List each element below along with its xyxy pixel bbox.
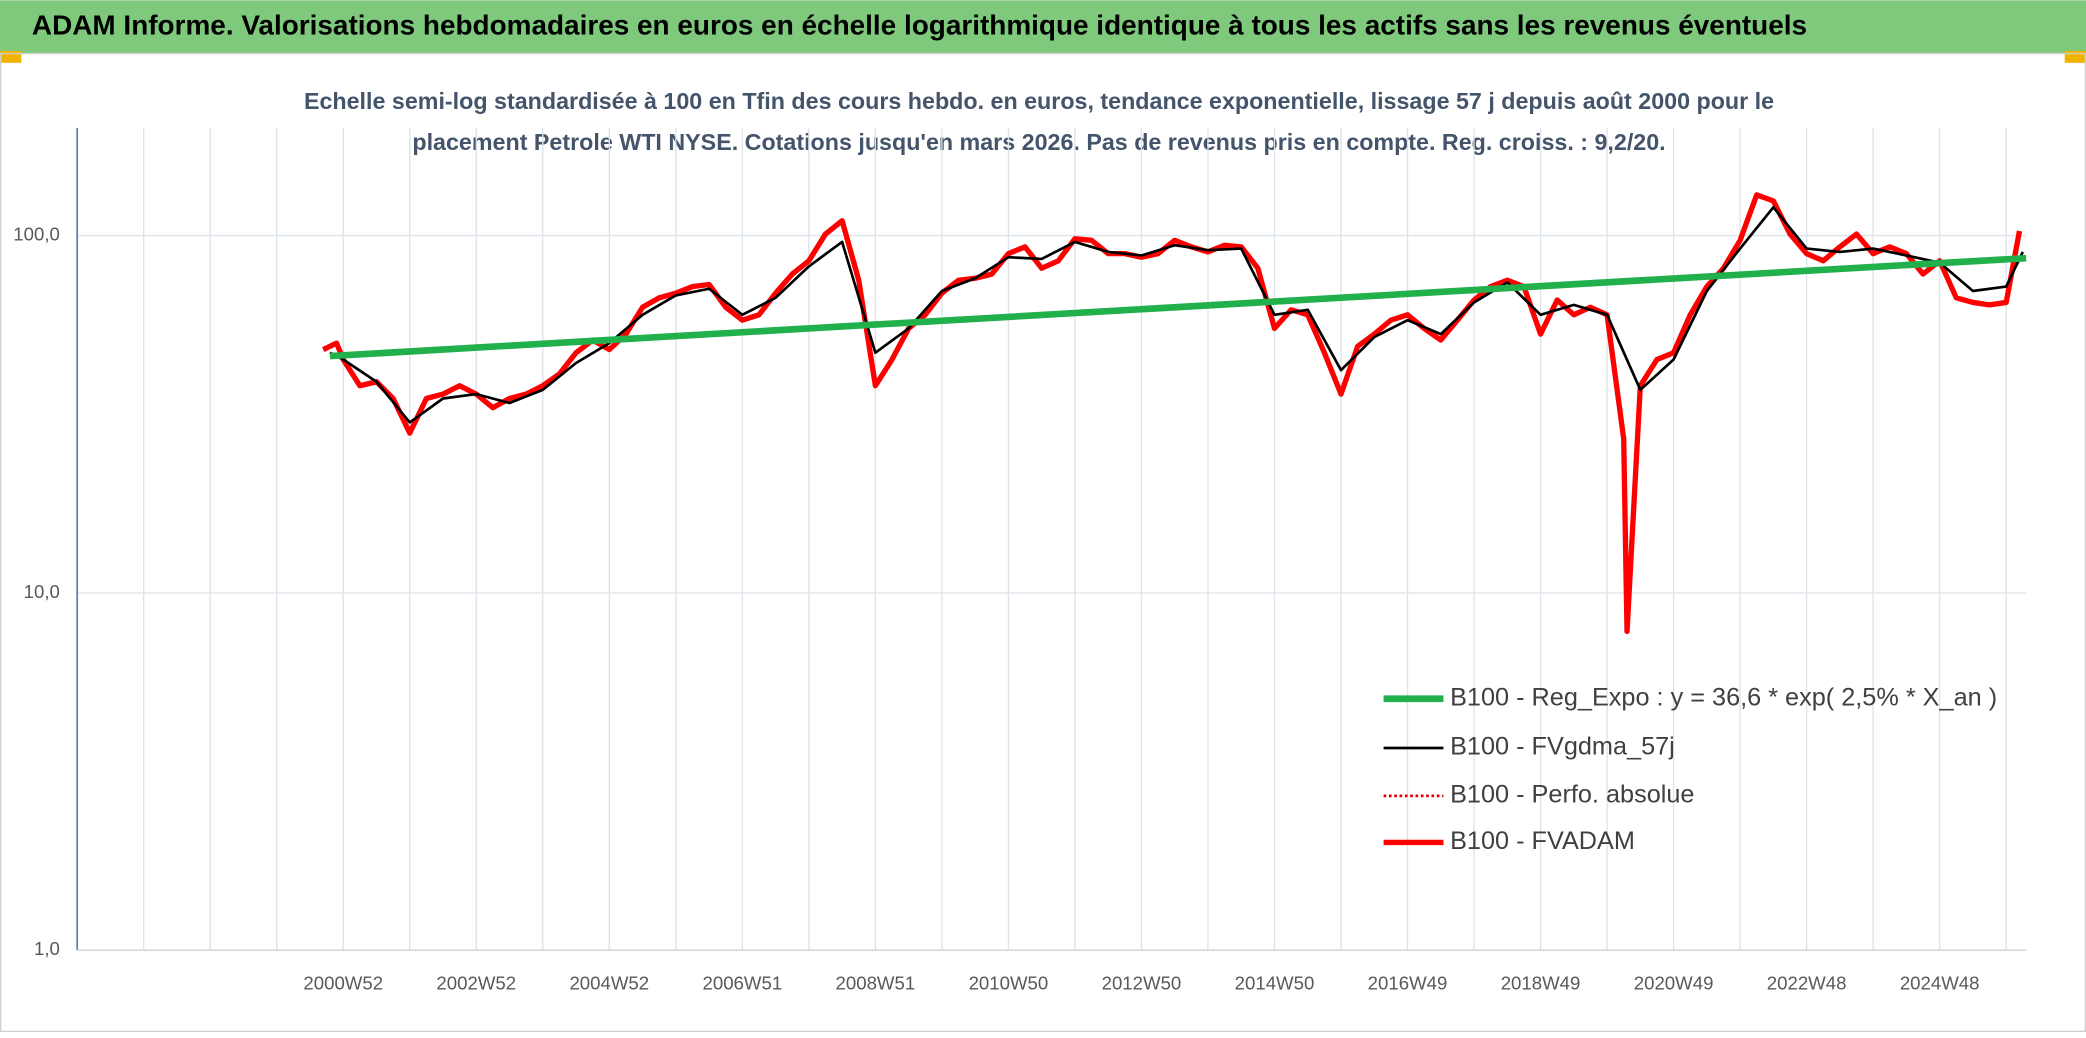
y-tick-label: 1,0 [34,938,60,959]
series-line [329,205,2025,424]
chart-subtitle: placement Petrole WTI NYSE. Cotations ju… [412,129,1665,155]
corner-right [2064,50,2086,63]
y-tick-label: 100,0 [13,224,60,245]
legend-label: B100 - Perfo. absolue [1450,781,1694,809]
x-tick-label: 2000W52 [303,973,383,994]
x-tick-label: 2002W52 [436,973,516,994]
corner-left [0,50,22,63]
x-tick-label: 2020W49 [1634,973,1714,994]
x-tick-label: 2016W49 [1368,973,1448,994]
x-tick-label: 2010W50 [969,973,1049,994]
y-tick-label: 10,0 [24,581,60,602]
x-tick-label: 2022W48 [1767,973,1847,994]
header-band [0,0,2086,54]
frame [0,52,2086,1033]
legend-label: B100 - FVgdma_57j [1450,733,1675,761]
x-tick-label: 2014W50 [1235,973,1315,994]
plot-area: 1,0 10,0 100,0 2000W52 2002W52 2004W52 2006W51… [13,128,2027,994]
legend-label: B100 - FVADAM [1450,827,1635,855]
x-tick-label: 2006W51 [703,973,783,994]
x-tick-label: 2004W52 [569,973,649,994]
x-tick-label: 2024W48 [1900,973,1980,994]
chart-subtitle: Echelle semi-log standardisée à 100 en T… [304,88,1774,114]
x-tick-label: 2012W50 [1102,973,1182,994]
legend-label: B100 - Reg_Expo : y = 36,6 * exp( 2,5% *… [1450,683,1997,711]
series-line [329,254,2027,360]
x-tick-label: 2008W51 [836,973,916,994]
x-tick-label: 2018W49 [1501,973,1581,994]
page-title: ADAM Informe. Valorisations hebdomadaire… [32,9,1807,40]
